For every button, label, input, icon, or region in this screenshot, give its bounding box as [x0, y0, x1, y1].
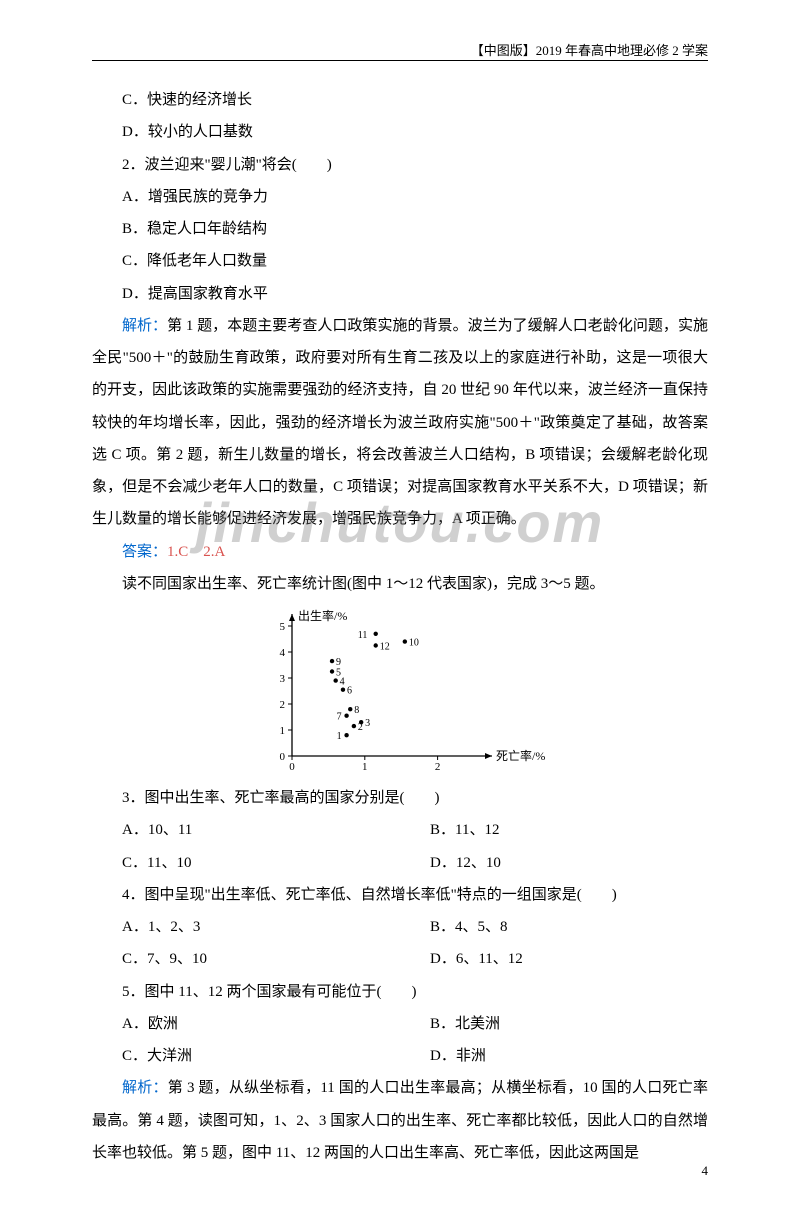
q4-row1: A．1、2、3 B．4、5、8 [92, 911, 708, 943]
svg-text:3: 3 [365, 718, 370, 729]
content-body: C．快速的经济增长 D．较小的人口基数 2．波兰迎来"婴儿潮"将会( ) A．增… [92, 84, 708, 1169]
explain2-text: 第 3 题，从纵坐标看，11 国的人口出生率最高；从横坐标看，10 国的人口死亡… [92, 1080, 708, 1161]
answer-label: 答案： [122, 544, 167, 560]
question-4: 4．图中呈现"出生率低、死亡率低、自然增长率低"特点的一组国家是( ) [92, 879, 708, 911]
q4-option-c: C．7、9、10 [92, 943, 400, 975]
q3-option-d: D．12、10 [400, 847, 708, 879]
question-2: 2．波兰迎来"婴儿潮"将会( ) [92, 149, 708, 181]
q5-option-a: A．欧洲 [92, 1008, 400, 1040]
svg-text:8: 8 [354, 705, 359, 716]
explain-label: 解析： [122, 318, 167, 334]
svg-text:4: 4 [280, 647, 286, 659]
svg-text:3: 3 [280, 673, 286, 685]
svg-text:5: 5 [336, 668, 341, 679]
svg-text:出生率/%: 出生率/% [298, 608, 347, 623]
q3-option-b: B．11、12 [400, 814, 708, 846]
q2-option-a: A．增强民族的竞争力 [92, 181, 708, 213]
svg-text:9: 9 [336, 657, 341, 668]
chart-svg: 012012345死亡率/%出生率/%123456789101112 [250, 606, 550, 776]
explain-text: 第 1 题，本题主要考查人口政策实施的背景。波兰为了缓解人口老龄化问题，实施全民… [92, 318, 708, 528]
svg-text:2: 2 [280, 699, 286, 711]
q5-row1: A．欧洲 B．北美洲 [92, 1008, 708, 1040]
q2-option-c: C．降低老年人口数量 [92, 245, 708, 277]
svg-text:1: 1 [362, 761, 368, 773]
svg-text:0: 0 [289, 761, 295, 773]
q3-row2: C．11、10 D．12、10 [92, 847, 708, 879]
q4-option-b: B．4、5、8 [400, 911, 708, 943]
svg-text:11: 11 [358, 630, 368, 641]
svg-text:0: 0 [280, 751, 286, 763]
q4-option-d: D．6、11、12 [400, 943, 708, 975]
svg-text:12: 12 [380, 642, 390, 653]
question-3: 3．图中出生率、死亡率最高的国家分别是( ) [92, 782, 708, 814]
q4-option-a: A．1、2、3 [92, 911, 400, 943]
option-d: D．较小的人口基数 [92, 116, 708, 148]
explanation-1: 解析：第 1 题，本题主要考查人口政策实施的背景。波兰为了缓解人口老龄化问题，实… [92, 310, 708, 536]
q5-option-c: C．大洋洲 [92, 1040, 400, 1072]
page-number: 4 [702, 1163, 709, 1179]
q3-row1: A．10、11 B．11、12 [92, 814, 708, 846]
q3-option-a: A．10、11 [92, 814, 400, 846]
answer-text: 1.C 2.A [167, 544, 225, 560]
question-5: 5．图中 11、12 两个国家最有可能位于( ) [92, 976, 708, 1008]
svg-text:2: 2 [435, 761, 441, 773]
explain2-label: 解析： [122, 1080, 168, 1096]
svg-text:6: 6 [347, 686, 352, 697]
svg-text:7: 7 [337, 712, 342, 723]
q5-row2: C．大洋洲 D．非洲 [92, 1040, 708, 1072]
q5-option-b: B．北美洲 [400, 1008, 708, 1040]
scatter-chart-wrap: 012012345死亡率/%出生率/%123456789101112 [92, 606, 708, 776]
q2-option-b: B．稳定人口年龄结构 [92, 213, 708, 245]
scatter-chart: 012012345死亡率/%出生率/%123456789101112 [250, 606, 550, 776]
option-c: C．快速的经济增长 [92, 84, 708, 116]
header-rule [92, 60, 708, 61]
q2-option-d: D．提高国家教育水平 [92, 278, 708, 310]
page-header: 【中图版】2019 年春高中地理必修 2 学案 [471, 40, 708, 59]
svg-text:1: 1 [280, 725, 286, 737]
q4-row2: C．7、9、10 D．6、11、12 [92, 943, 708, 975]
explanation-2: 解析：第 3 题，从纵坐标看，11 国的人口出生率最高；从横坐标看，10 国的人… [92, 1072, 708, 1169]
svg-text:5: 5 [280, 621, 286, 633]
svg-text:10: 10 [409, 638, 419, 649]
svg-text:死亡率/%: 死亡率/% [496, 748, 545, 763]
q3-option-c: C．11、10 [92, 847, 400, 879]
q5-option-d: D．非洲 [400, 1040, 708, 1072]
svg-text:1: 1 [337, 731, 342, 742]
answer-1: 答案：1.C 2.A [92, 536, 708, 568]
document-page: 【中图版】2019 年春高中地理必修 2 学案 jinchutou.com C．… [0, 0, 800, 1219]
chart-intro: 读不同国家出生率、死亡率统计图(图中 1～12 代表国家)，完成 3～5 题。 [92, 568, 708, 600]
